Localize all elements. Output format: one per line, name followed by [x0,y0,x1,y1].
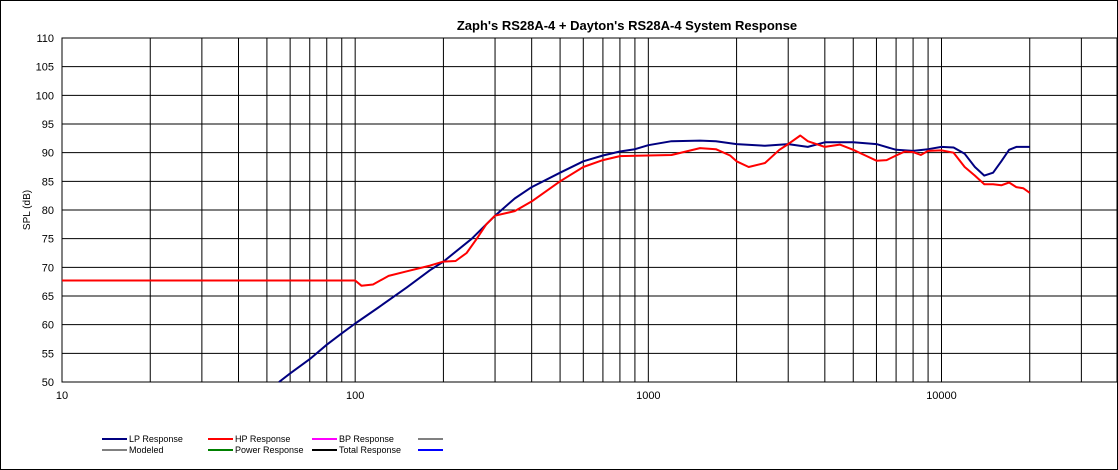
y-axis-label: SPL (dB) [22,190,33,230]
legend-label: BP Response [339,434,394,444]
y-tick-label: 105 [36,62,54,74]
legend-label: Modeled [129,445,164,455]
y-tick-label: 50 [42,377,54,389]
y-tick-labels: 50 55 60 65 70 75 80 85 90 95 100 105 110 [36,33,54,389]
series-layer [62,134,1031,383]
legend: LP Response HP Response BP Response Modeled… [102,434,443,455]
y-tick-label: 80 [42,205,54,217]
y-tick-label: 110 [36,33,54,45]
y-tick-label: 75 [42,234,54,246]
y-tick-label: 55 [42,348,54,360]
x-tick-labels: 10 100 1000 10000 [56,390,957,402]
y-tick-label: 100 [36,90,54,102]
y-tick-label: 65 [42,291,54,303]
legend-label: Power Response [235,445,304,455]
y-tick-label: 60 [42,320,54,332]
plot-area-border [61,37,1118,383]
x-tick-label: 10 [56,390,68,402]
x-tick-label: 100 [346,390,364,402]
x-tick-label: 1000 [636,390,660,402]
x-tick-label: 10000 [926,390,957,402]
y-tick-label: 70 [42,262,54,274]
chart-title: Zaph's RS28A-4 + Dayton's RS28A-4 System… [457,18,797,33]
y-tick-label: 90 [42,148,54,160]
y-tick-label: 95 [42,119,54,131]
legend-label: Total Response [339,445,401,455]
legend-label: LP Response [129,434,183,444]
series-line-hp-response [62,134,1031,287]
y-tick-label: 85 [42,176,54,188]
legend-label: HP Response [235,434,290,444]
series-line-lp-response [278,139,1030,383]
